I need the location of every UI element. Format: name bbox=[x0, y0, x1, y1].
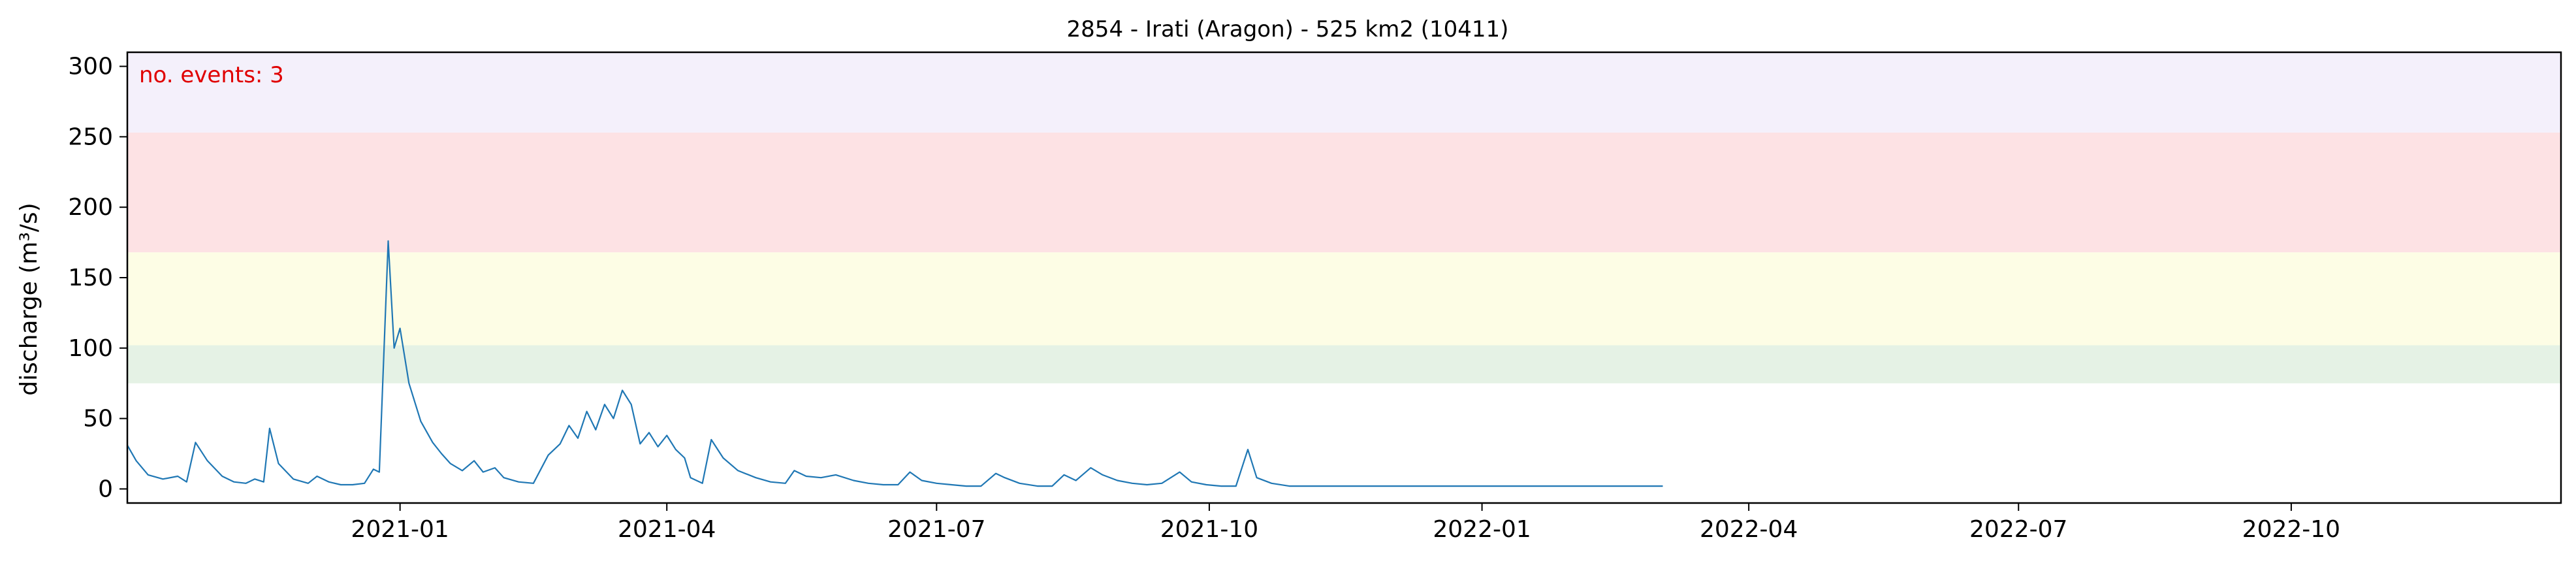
x-tick-label: 2022-07 bbox=[1969, 516, 2067, 543]
discharge-series bbox=[127, 240, 1663, 487]
y-tick-label: 300 bbox=[68, 54, 113, 80]
discharge-line bbox=[127, 240, 1663, 487]
chart-title: 2854 - Irati (Aragon) - 525 km2 (10411) bbox=[1067, 16, 1509, 42]
event-count-annotation: no. events: 3 bbox=[139, 62, 284, 88]
x-tick-label: 2021-04 bbox=[618, 516, 716, 543]
y-tick-label: 250 bbox=[68, 123, 113, 150]
y-axis-label: discharge (m³/s) bbox=[16, 203, 42, 395]
x-tick-label: 2021-10 bbox=[1160, 516, 1258, 543]
threshold-bands bbox=[127, 52, 2561, 383]
y-tick-label: 200 bbox=[68, 194, 113, 221]
threshold-band-3 bbox=[127, 52, 2561, 133]
x-tick-label: 2021-07 bbox=[887, 516, 985, 543]
threshold-band-0 bbox=[127, 345, 2561, 383]
x-tick-label: 2022-04 bbox=[1700, 516, 1798, 543]
y-tick-label: 0 bbox=[98, 476, 113, 502]
threshold-band-2 bbox=[127, 132, 2561, 253]
threshold-band-1 bbox=[127, 252, 2561, 346]
x-tick-label: 2022-10 bbox=[2242, 516, 2340, 543]
y-tick-label: 50 bbox=[83, 406, 113, 432]
x-tick-label: 2022-01 bbox=[1433, 516, 1531, 543]
y-axis: 0 50 100 150 200 250 300 bbox=[68, 54, 127, 502]
x-tick-label: 2021-01 bbox=[351, 516, 449, 543]
x-axis: 2021-01 2021-04 2021-07 2021-10 2022-01 2022-… bbox=[351, 503, 2340, 543]
y-tick-label: 150 bbox=[68, 265, 113, 291]
y-tick-label: 100 bbox=[68, 335, 113, 362]
